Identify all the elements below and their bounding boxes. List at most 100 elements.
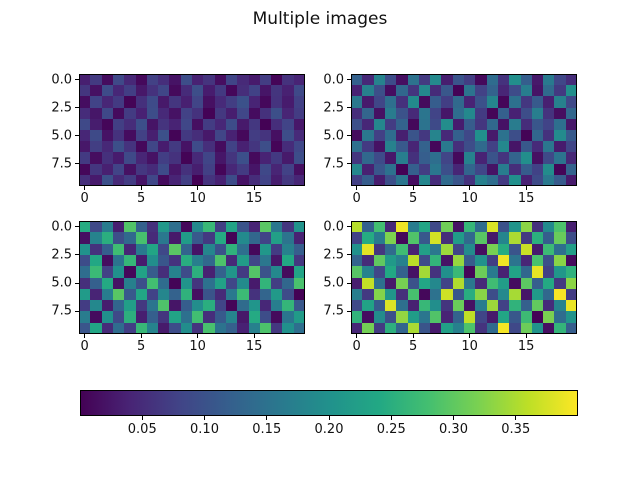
heatmap-cell (509, 141, 521, 153)
heatmap-cell (384, 232, 397, 244)
heatmap-cell (396, 74, 408, 86)
heatmap-cell (351, 74, 363, 86)
heatmap-cell (362, 152, 374, 164)
heatmap-cell (520, 322, 532, 334)
heatmap-cell (373, 107, 385, 119)
heatmap-cell (373, 74, 385, 86)
heatmap-cell (79, 74, 91, 86)
heatmap-cell (248, 96, 260, 108)
heatmap-cell (464, 129, 476, 142)
heatmap-cell (475, 174, 487, 186)
heatmap-cell (362, 266, 374, 278)
subplot-top-left: 0 5 10 15 0.0 2.5 5.0 7.5 (51, 73, 305, 205)
heatmap-cell (464, 232, 476, 244)
heatmap-cell (248, 311, 260, 323)
heatmap-cell (543, 243, 555, 255)
heatmap-cell (351, 266, 363, 278)
y-tick-label: 5.0 (323, 275, 344, 291)
heatmap-cell (441, 74, 453, 86)
colorbar-tick-label: 0.10 (190, 422, 219, 437)
heatmap-cell (475, 243, 487, 255)
heatmap-cell (146, 152, 159, 164)
heatmap-cell (373, 85, 385, 97)
heatmap-cell (180, 266, 192, 278)
heatmap-cell (135, 232, 147, 244)
heatmap-cell (418, 288, 431, 301)
heatmap-cell (259, 74, 272, 86)
heatmap-cell (351, 107, 363, 119)
heatmap-cell (373, 243, 385, 255)
heatmap-cell (475, 311, 487, 323)
heatmap-cell (565, 221, 577, 233)
heatmap-cell (214, 243, 226, 255)
heatmap-cell (203, 85, 215, 97)
heatmap-cell (430, 311, 442, 323)
heatmap-cell (407, 300, 419, 312)
heatmap-cell (203, 300, 215, 312)
heatmap-cell (135, 288, 147, 301)
heatmap-cell (362, 118, 374, 130)
heatmap-cell (396, 322, 408, 334)
heatmap-cell (509, 152, 521, 164)
heatmap-cell (192, 266, 204, 278)
heatmap-cell (531, 232, 544, 244)
heatmap-cell (384, 141, 397, 153)
heatmap-cell (282, 163, 294, 175)
x-tick-label: 5 (409, 191, 418, 206)
y-tick (347, 135, 351, 137)
heatmap-cell (158, 300, 170, 312)
heatmap-cell (90, 96, 102, 108)
heatmap-cell (248, 85, 260, 97)
heatmap-cell (418, 74, 431, 86)
heatmap-cell (441, 232, 453, 244)
heatmap-cell (169, 118, 181, 130)
heatmap-cell (565, 277, 577, 289)
heatmap-cell (146, 266, 159, 278)
heatmap-cell (169, 141, 181, 153)
heatmap-cell (384, 118, 397, 130)
heatmap-cell (237, 163, 249, 175)
heatmap-cell (203, 163, 215, 175)
heatmap-cell (282, 254, 294, 267)
heatmap-cell (79, 118, 91, 130)
heatmap-cell (565, 300, 577, 312)
heatmap-cell (520, 129, 532, 142)
colorbar-tick-label: 0.20 (314, 422, 344, 437)
heatmap-cell (112, 85, 125, 97)
heatmap-cell (146, 221, 159, 233)
heatmap-cell (112, 243, 125, 255)
heatmap-cell (248, 221, 260, 233)
heatmap-cell (509, 85, 521, 97)
heatmap-cell (146, 74, 159, 86)
heatmap-cell (90, 74, 102, 86)
x-tick-label: 15 (245, 339, 263, 354)
colorbar-tick (328, 416, 330, 420)
heatmap-cell (373, 300, 385, 312)
heatmap-cell (520, 254, 532, 267)
heatmap-cell (146, 288, 159, 301)
heatmap-cell (101, 288, 113, 301)
heatmap-cell (180, 74, 192, 86)
heatmap-cell (486, 141, 498, 153)
heatmap-cell (259, 322, 272, 334)
y-tick (347, 254, 351, 256)
heatmap-cell (407, 311, 419, 323)
heatmap-cell (531, 254, 544, 267)
heatmap-cell (497, 174, 510, 186)
heatmap-cell (418, 311, 431, 323)
heatmap-cell (565, 232, 577, 244)
heatmap-cell (293, 74, 305, 86)
heatmap-cell (441, 300, 453, 312)
heatmap-cell (520, 243, 532, 255)
heatmap-cell (475, 254, 487, 267)
heatmap-cell (158, 107, 170, 119)
heatmap-cell (214, 107, 226, 119)
heatmap-cell (373, 311, 385, 323)
colorbar-tick-label: 0.25 (376, 422, 406, 437)
heatmap-cell (79, 322, 91, 334)
heatmap-cell (225, 163, 238, 175)
heatmap-cell (543, 85, 555, 97)
heatmap-cell (214, 141, 226, 153)
x-tick-label: 10 (461, 339, 478, 354)
heatmap-cell (225, 322, 238, 334)
